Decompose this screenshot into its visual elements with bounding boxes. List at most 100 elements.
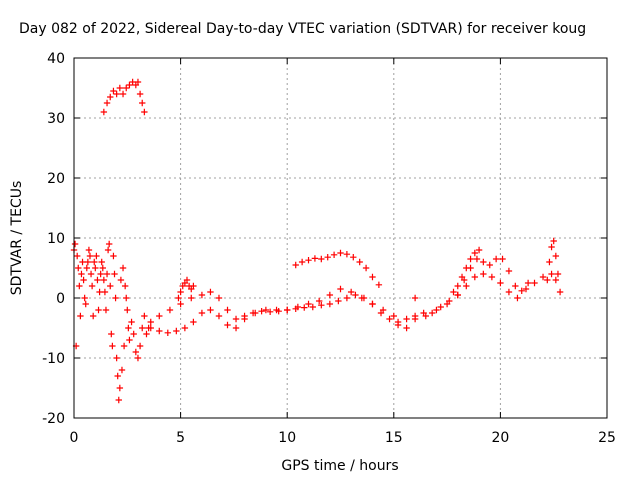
data-point <box>252 309 259 317</box>
data-point <box>83 264 90 272</box>
data-point <box>123 84 130 92</box>
data-point <box>552 276 560 284</box>
data-point <box>103 99 111 107</box>
series-low-track-b <box>156 285 397 323</box>
data-point <box>318 302 325 309</box>
data-point <box>458 273 466 281</box>
data-point <box>141 312 148 320</box>
x-tick-label: 10 <box>278 430 296 446</box>
y-axis-label: SDTVAR / TECUs <box>9 181 25 296</box>
data-point <box>505 267 513 275</box>
data-point <box>480 258 487 266</box>
data-point <box>471 249 479 257</box>
data-point <box>82 300 89 308</box>
data-point <box>450 288 457 296</box>
data-point <box>309 303 316 311</box>
data-point <box>330 251 338 258</box>
data-point <box>190 282 197 290</box>
data-point <box>97 270 104 278</box>
data-point <box>505 288 513 296</box>
data-point <box>81 294 88 302</box>
data-point <box>198 309 206 317</box>
data-points <box>70 78 564 404</box>
data-point <box>522 285 530 293</box>
data-point <box>139 324 146 332</box>
data-point <box>394 318 402 326</box>
data-point <box>379 306 387 314</box>
data-point <box>73 252 81 260</box>
data-point <box>369 273 376 281</box>
data-point <box>266 308 274 315</box>
data-point <box>134 354 142 362</box>
data-point <box>112 294 119 302</box>
data-point <box>356 258 363 266</box>
data-point <box>386 315 393 323</box>
data-point <box>512 282 519 290</box>
data-point <box>86 252 94 260</box>
data-point <box>305 300 312 308</box>
series-early-cluster <box>70 240 154 404</box>
data-point <box>463 264 470 272</box>
data-point <box>89 312 97 320</box>
data-point <box>188 294 195 302</box>
series-early-high-arc <box>100 78 148 116</box>
data-point <box>301 304 308 311</box>
data-point <box>232 324 240 332</box>
data-point <box>88 282 96 290</box>
data-point <box>324 254 331 261</box>
data-point <box>190 318 197 326</box>
data-point <box>411 315 419 323</box>
data-point <box>103 270 111 278</box>
data-point <box>120 342 128 350</box>
data-point <box>126 81 133 89</box>
data-point <box>422 312 429 320</box>
data-point <box>109 342 116 350</box>
data-point <box>119 264 127 272</box>
data-point <box>147 318 154 326</box>
data-point <box>284 306 291 314</box>
series-late-rising <box>450 246 483 296</box>
data-point <box>93 252 100 260</box>
data-point <box>143 330 150 338</box>
data-point <box>116 384 124 392</box>
data-point <box>132 348 140 356</box>
data-point <box>294 303 302 311</box>
data-point <box>403 324 410 332</box>
data-point <box>524 279 532 287</box>
data-point <box>454 282 461 290</box>
tick-labels: 0 5 10 15 20 25 -20 -10 0 10 20 30 40 <box>42 51 616 446</box>
data-point <box>107 282 114 290</box>
data-point <box>134 78 142 86</box>
data-point <box>207 306 214 314</box>
data-point <box>375 281 383 288</box>
series-bump-near-5 <box>175 276 197 302</box>
data-point <box>224 306 231 314</box>
data-point <box>77 312 84 320</box>
data-point <box>554 270 562 278</box>
data-point <box>480 270 487 278</box>
y-tick-label: 20 <box>47 171 65 187</box>
data-point <box>75 264 82 272</box>
data-point <box>518 287 525 294</box>
x-tick-label: 25 <box>598 430 616 446</box>
data-point <box>433 306 440 314</box>
data-point <box>215 312 223 320</box>
data-point <box>110 87 117 95</box>
data-point <box>100 276 108 284</box>
data-point <box>454 291 461 299</box>
data-point <box>198 291 206 299</box>
data-point <box>326 300 334 308</box>
data-point <box>147 324 154 332</box>
data-point <box>546 258 553 266</box>
data-point <box>87 270 95 278</box>
data-point <box>463 282 470 290</box>
data-point <box>492 255 500 263</box>
data-point <box>428 309 436 317</box>
data-point <box>101 288 109 296</box>
data-point <box>262 306 270 314</box>
y-tick-label: -10 <box>42 351 65 367</box>
data-point <box>78 270 85 278</box>
data-point <box>173 327 180 335</box>
data-point <box>124 306 131 314</box>
